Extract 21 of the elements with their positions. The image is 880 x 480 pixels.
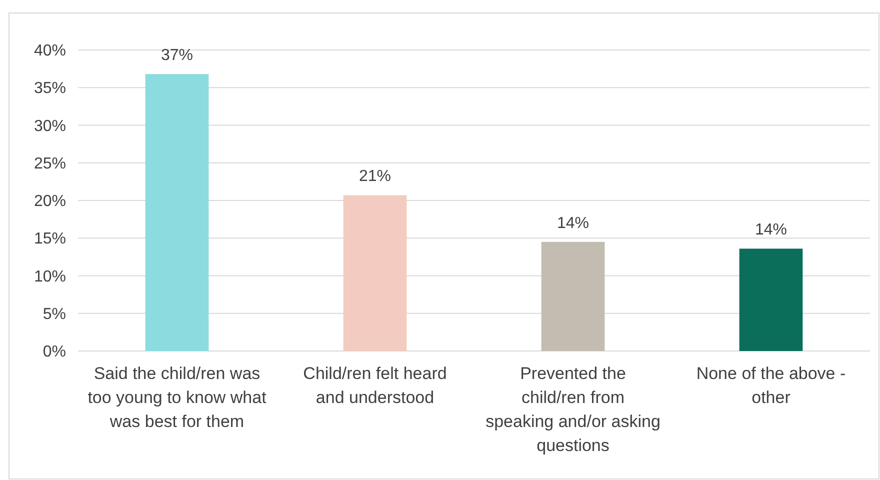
y-tick-label: 30% [34,118,66,135]
y-tick-label: 0% [42,344,66,361]
y-tick-label: 10% [34,268,66,286]
y-tick-label: 5% [42,306,66,323]
data-label: 14% [754,222,788,239]
bar [541,242,605,351]
x-tick-label: None of the above - other [696,364,846,407]
bar [739,248,803,351]
x-tick-label: Child/ren felt heard and understood [303,364,447,407]
data-label: 14% [556,214,590,232]
data-label: 21% [358,168,392,186]
x-tick-label: Said the child/ren was too young to know what was best for them [88,364,267,431]
y-tick-label: 20% [34,193,66,210]
y-tick-label: 35% [34,80,66,98]
x-tick-label: Prevented the child/ren from speaking and/or asking questions [486,364,660,455]
y-tick-label: 25% [34,155,66,172]
y-tick-label: 40% [34,42,66,60]
y-tick-label: 15% [34,230,66,248]
bar [343,195,407,351]
bar [145,74,209,351]
data-label: 37% [160,47,194,64]
